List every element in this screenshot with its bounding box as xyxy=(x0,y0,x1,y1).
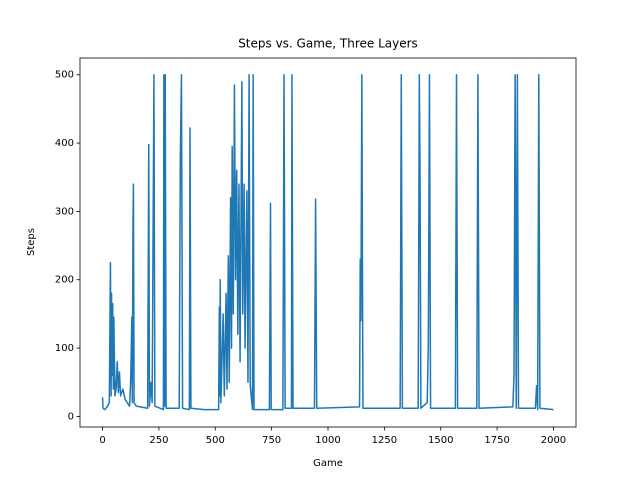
plot-frame xyxy=(79,57,577,428)
x-tick-label: 1500 xyxy=(428,435,453,446)
x-tick-label: 1000 xyxy=(315,435,340,446)
y-tick-label: 100 xyxy=(55,343,74,354)
x-tick-label: 2000 xyxy=(541,435,566,446)
y-tick-label: 0 xyxy=(68,411,74,422)
x-tick-label: 0 xyxy=(99,435,105,446)
x-tick-label: 250 xyxy=(149,435,168,446)
y-tick-label: 500 xyxy=(55,70,74,81)
y-tick-label: 400 xyxy=(55,138,74,149)
y-tick-label: 200 xyxy=(55,275,74,286)
y-tick-label: 300 xyxy=(55,206,74,217)
x-tick-label: 500 xyxy=(206,435,225,446)
x-axis-label: Game xyxy=(313,458,343,469)
x-tick-label: 1750 xyxy=(484,435,509,446)
data-line xyxy=(101,73,554,411)
y-axis-label: Steps xyxy=(26,228,37,256)
x-tick-label: 1250 xyxy=(372,435,397,446)
chart-title: Steps vs. Game, Three Layers xyxy=(238,37,418,51)
x-tick-label: 750 xyxy=(262,435,281,446)
